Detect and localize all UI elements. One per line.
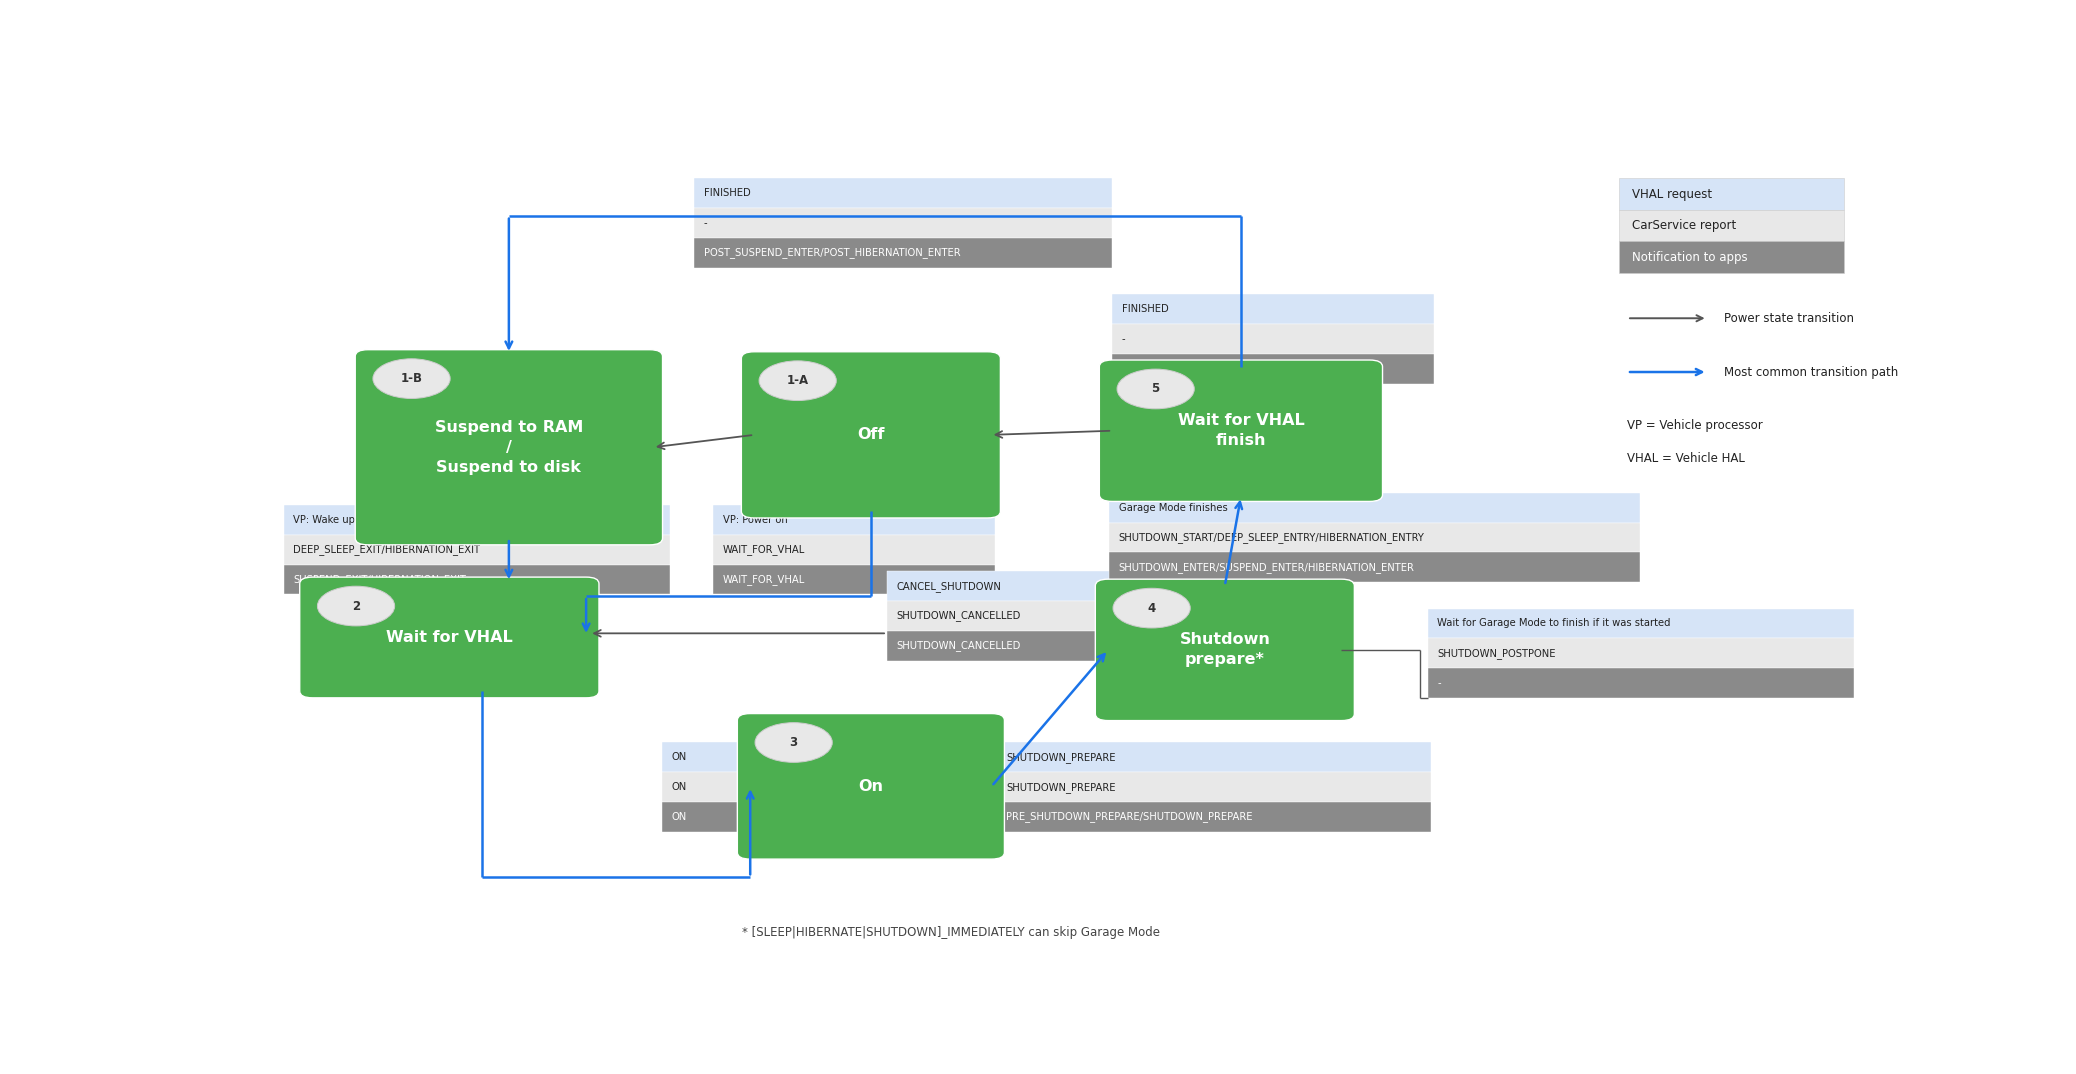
- Text: DEEP_SLEEP_EXIT/HIBERNATION_EXIT: DEEP_SLEEP_EXIT/HIBERNATION_EXIT: [293, 545, 480, 555]
- Text: WAIT_FOR_VHAL: WAIT_FOR_VHAL: [722, 575, 805, 585]
- FancyBboxPatch shape: [714, 565, 994, 595]
- Text: CANCEL_SHUTDOWN: CANCEL_SHUTDOWN: [897, 581, 1001, 592]
- Text: CarService report: CarService report: [1632, 219, 1736, 232]
- Text: Off: Off: [857, 427, 884, 442]
- Text: -: -: [1121, 334, 1125, 344]
- FancyBboxPatch shape: [662, 772, 774, 802]
- FancyBboxPatch shape: [1113, 294, 1435, 324]
- Text: SUSPEND_EXIT/HIBERNATION_EXIT: SUSPEND_EXIT/HIBERNATION_EXIT: [293, 575, 467, 585]
- FancyBboxPatch shape: [1096, 579, 1354, 721]
- FancyBboxPatch shape: [741, 352, 1001, 518]
- Text: On: On: [857, 779, 884, 794]
- FancyBboxPatch shape: [1619, 209, 1843, 242]
- FancyBboxPatch shape: [284, 565, 671, 595]
- FancyBboxPatch shape: [714, 535, 994, 565]
- FancyBboxPatch shape: [1113, 353, 1435, 383]
- Text: -: -: [704, 218, 708, 228]
- FancyBboxPatch shape: [996, 802, 1430, 831]
- FancyBboxPatch shape: [662, 802, 774, 831]
- Text: Shutdown
prepare*: Shutdown prepare*: [1179, 633, 1271, 667]
- Text: WAIT_FOR_VHAL: WAIT_FOR_VHAL: [722, 545, 805, 555]
- FancyBboxPatch shape: [693, 238, 1113, 267]
- FancyBboxPatch shape: [886, 601, 1225, 630]
- Circle shape: [374, 359, 450, 398]
- FancyBboxPatch shape: [355, 350, 662, 545]
- Text: Notification to apps: Notification to apps: [1632, 250, 1748, 263]
- Text: Wait for VHAL: Wait for VHAL: [386, 630, 513, 645]
- Text: VP: Power on: VP: Power on: [722, 516, 787, 525]
- Text: 2: 2: [353, 599, 359, 612]
- Text: SHUTDOWN_POSTPONE: SHUTDOWN_POSTPONE: [1437, 648, 1555, 658]
- Text: Power state transition: Power state transition: [1723, 311, 1854, 324]
- FancyBboxPatch shape: [1100, 360, 1383, 502]
- FancyBboxPatch shape: [1428, 638, 1854, 668]
- Text: PRE_SHUTDOWN_PREPARE/SHUTDOWN_PREPARE: PRE_SHUTDOWN_PREPARE/SHUTDOWN_PREPARE: [1007, 812, 1252, 823]
- Text: VP: Wake up: VP: Wake up: [293, 516, 355, 525]
- FancyBboxPatch shape: [1109, 523, 1640, 552]
- Text: FINISHED: FINISHED: [704, 188, 749, 199]
- Text: * [SLEEP|HIBERNATE|SHUTDOWN]_IMMEDIATELY can skip Garage Mode: * [SLEEP|HIBERNATE|SHUTDOWN]_IMMEDIATELY…: [743, 926, 1160, 939]
- FancyBboxPatch shape: [693, 208, 1113, 238]
- Text: Suspend to RAM
/
Suspend to disk: Suspend to RAM / Suspend to disk: [434, 420, 583, 475]
- FancyBboxPatch shape: [714, 505, 994, 535]
- FancyBboxPatch shape: [693, 178, 1113, 208]
- Text: Wait for VHAL
finish: Wait for VHAL finish: [1177, 413, 1304, 448]
- FancyBboxPatch shape: [1109, 552, 1640, 582]
- FancyBboxPatch shape: [886, 571, 1225, 601]
- Text: 4: 4: [1148, 601, 1156, 614]
- Text: 1-A: 1-A: [787, 374, 810, 388]
- Circle shape: [1117, 369, 1194, 409]
- FancyBboxPatch shape: [662, 742, 774, 772]
- Circle shape: [318, 586, 394, 626]
- FancyBboxPatch shape: [996, 742, 1430, 772]
- FancyBboxPatch shape: [299, 577, 600, 698]
- Text: ON: ON: [671, 753, 687, 763]
- Text: SHUTDOWN_PREPARE: SHUTDOWN_PREPARE: [1007, 782, 1115, 793]
- Circle shape: [1113, 589, 1190, 628]
- FancyBboxPatch shape: [1428, 668, 1854, 698]
- Text: VHAL request: VHAL request: [1632, 188, 1713, 201]
- FancyBboxPatch shape: [1619, 242, 1843, 273]
- FancyBboxPatch shape: [284, 535, 671, 565]
- Text: -: -: [1437, 678, 1441, 688]
- FancyBboxPatch shape: [737, 713, 1005, 859]
- Circle shape: [760, 361, 837, 401]
- Text: ON: ON: [671, 782, 687, 793]
- Text: 1-B: 1-B: [401, 372, 424, 386]
- Circle shape: [756, 723, 832, 763]
- Text: ON: ON: [671, 812, 687, 822]
- Text: 5: 5: [1152, 382, 1160, 395]
- FancyBboxPatch shape: [1113, 324, 1435, 353]
- Text: SHUTDOWN_START/DEEP_SLEEP_ENTRY/HIBERNATION_ENTRY: SHUTDOWN_START/DEEP_SLEEP_ENTRY/HIBERNAT…: [1119, 532, 1424, 542]
- FancyBboxPatch shape: [886, 630, 1225, 661]
- Text: Garage Mode finishes: Garage Mode finishes: [1119, 503, 1227, 512]
- Text: POST_SHUTDOWN_ENTER: POST_SHUTDOWN_ENTER: [1121, 363, 1250, 374]
- FancyBboxPatch shape: [1428, 609, 1854, 638]
- Text: FINISHED: FINISHED: [1121, 304, 1169, 315]
- Text: VHAL = Vehicle HAL: VHAL = Vehicle HAL: [1628, 452, 1746, 465]
- Text: SHUTDOWN_CANCELLED: SHUTDOWN_CANCELLED: [897, 640, 1021, 651]
- Text: POST_SUSPEND_ENTER/POST_HIBERNATION_ENTER: POST_SUSPEND_ENTER/POST_HIBERNATION_ENTE…: [704, 247, 961, 259]
- Text: 3: 3: [789, 736, 797, 749]
- Text: SHUTDOWN_PREPARE: SHUTDOWN_PREPARE: [1007, 752, 1115, 763]
- Text: Most common transition path: Most common transition path: [1723, 365, 1897, 378]
- Text: Wait for Garage Mode to finish if it was started: Wait for Garage Mode to finish if it was…: [1437, 619, 1671, 628]
- Text: SHUTDOWN_ENTER/SUSPEND_ENTER/HIBERNATION_ENTER: SHUTDOWN_ENTER/SUSPEND_ENTER/HIBERNATION…: [1119, 562, 1414, 572]
- Text: VP = Vehicle processor: VP = Vehicle processor: [1628, 419, 1763, 432]
- FancyBboxPatch shape: [1109, 493, 1640, 523]
- FancyBboxPatch shape: [1619, 178, 1843, 209]
- FancyBboxPatch shape: [284, 505, 671, 535]
- Text: SHUTDOWN_CANCELLED: SHUTDOWN_CANCELLED: [897, 610, 1021, 622]
- FancyBboxPatch shape: [996, 772, 1430, 802]
